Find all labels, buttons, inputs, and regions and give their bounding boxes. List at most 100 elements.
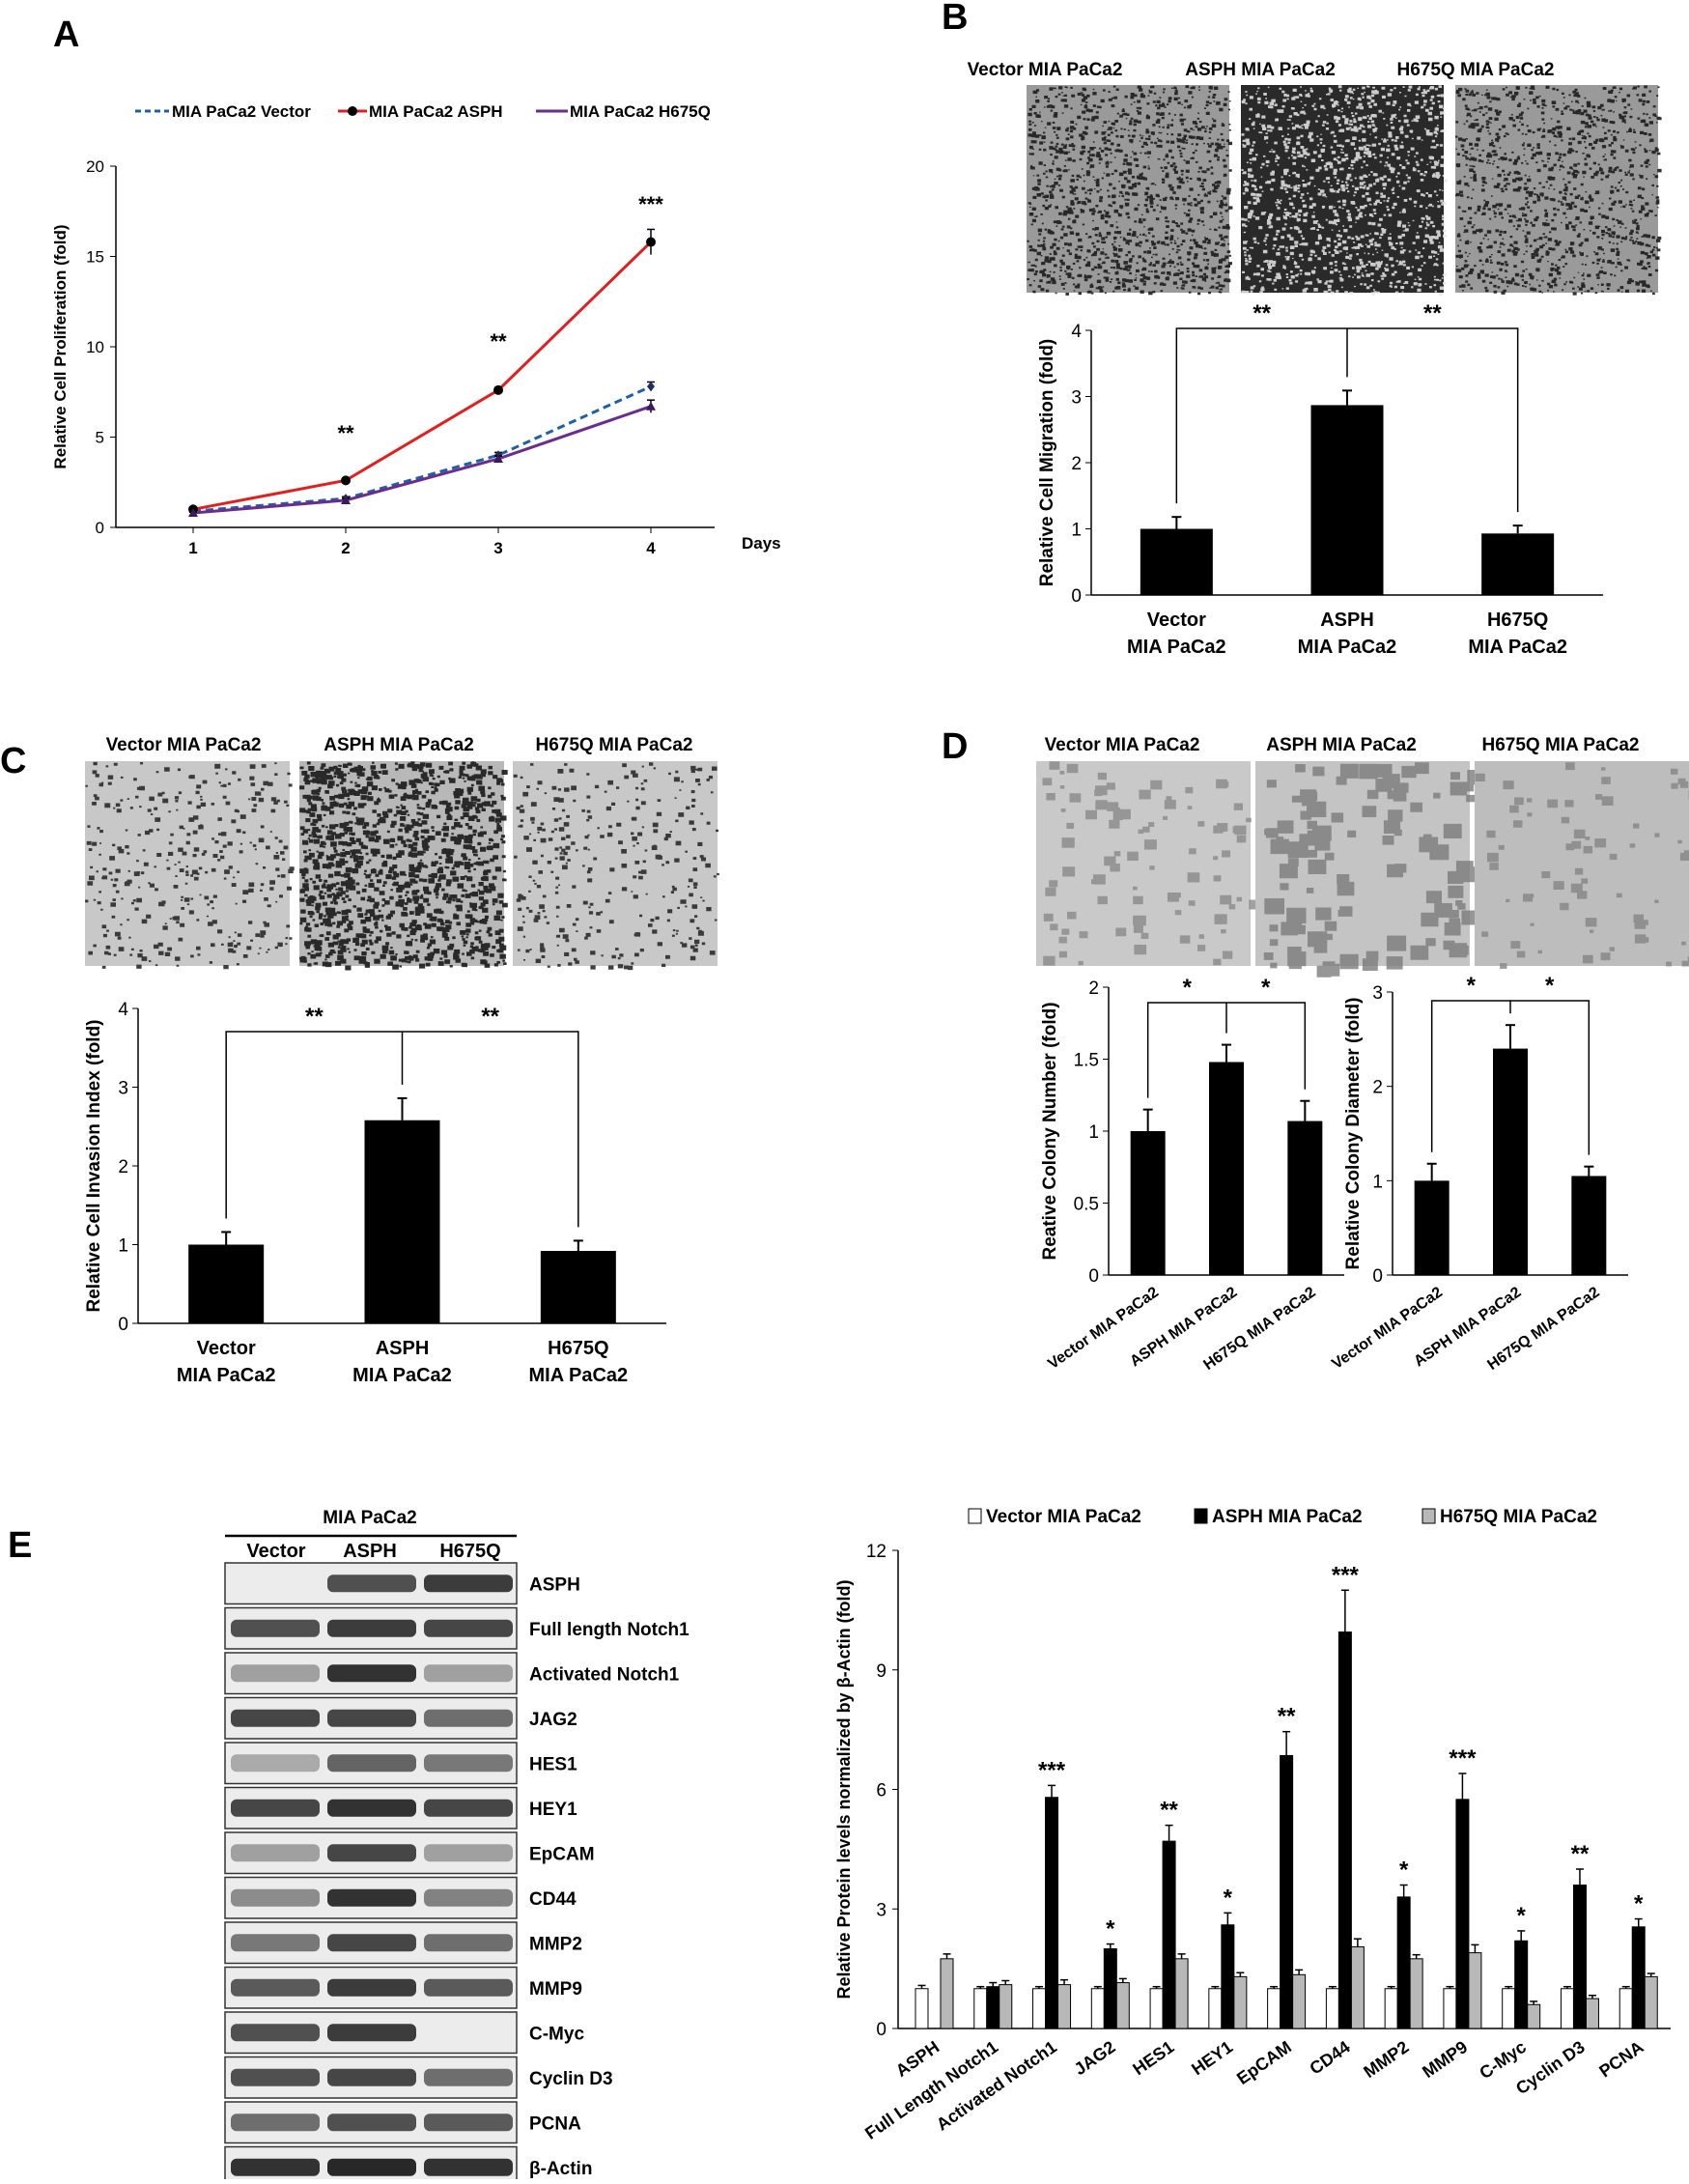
blot-band bbox=[327, 1574, 416, 1592]
blot-band bbox=[231, 1889, 320, 1907]
e-bar bbox=[915, 1989, 928, 2028]
a-x-tick-label: 4 bbox=[646, 539, 656, 557]
blot-band bbox=[327, 1710, 416, 1727]
a-y-tick-label: 0 bbox=[96, 519, 104, 537]
D2-significance: * bbox=[1467, 973, 1477, 999]
blot-lane-asph: ASPH bbox=[343, 1541, 397, 1562]
panel-d: Vector MIA PaCa2 ASPH MIA PaCa2 H675Q MI… bbox=[1036, 735, 1689, 1374]
e-bar bbox=[1268, 1989, 1281, 2028]
e-legend-swatch bbox=[1422, 1509, 1435, 1523]
e-bar bbox=[1573, 1886, 1586, 2029]
e-bar bbox=[1209, 1989, 1222, 2028]
B-y-tick-label: 3 bbox=[1071, 388, 1082, 409]
e-legend-label: Vector MIA PaCa2 bbox=[986, 1507, 1141, 1527]
e-bar bbox=[1586, 1999, 1598, 2028]
e-bar bbox=[1469, 1953, 1481, 2028]
C-category-label: Vector bbox=[197, 1338, 256, 1359]
e-y-tick-label: 3 bbox=[876, 1900, 887, 1920]
e-bar bbox=[1116, 1983, 1129, 2028]
e-bar bbox=[1222, 1925, 1234, 2028]
blot-row-label: ASPH bbox=[529, 1574, 580, 1595]
blot-band bbox=[424, 2113, 513, 2131]
blot-row-label: HEY1 bbox=[529, 1800, 577, 1820]
a-point bbox=[647, 382, 655, 391]
e-bar bbox=[974, 1989, 987, 2028]
e-bar bbox=[1456, 1800, 1469, 2028]
D2-y-axis-label: Relative Colony Diameter (fold) bbox=[1343, 998, 1364, 1270]
D1-y-tick-label: 0.5 bbox=[1074, 1195, 1099, 1215]
D2-y-tick-label: 0 bbox=[1372, 1266, 1383, 1287]
legend-vector-label: MIA PaCa2 Vector bbox=[172, 102, 311, 121]
e-bar bbox=[1293, 1974, 1306, 2028]
B-category-label: MIA PaCa2 bbox=[1127, 637, 1226, 658]
C-category-label: MIA PaCa2 bbox=[177, 1365, 276, 1386]
blot-band bbox=[424, 1754, 513, 1772]
blot-row-label: Cyclin D3 bbox=[529, 2069, 613, 2089]
legend-asph-label: MIA PaCa2 ASPH bbox=[369, 102, 503, 121]
e-category-label: CD44 bbox=[1307, 2037, 1354, 2079]
e-bar bbox=[999, 1985, 1012, 2028]
B-significance: ** bbox=[1423, 300, 1442, 326]
e-bar bbox=[1234, 1976, 1247, 2028]
e-bar bbox=[1410, 1959, 1422, 2028]
blot-row-label: β-Actin bbox=[529, 2159, 592, 2179]
legend-h675q-label: MIA PaCa2 H675Q bbox=[570, 102, 711, 121]
blot-lane-vector: Vector bbox=[246, 1541, 305, 1562]
e-significance: ** bbox=[1160, 1798, 1178, 1824]
legend-asph-marker bbox=[348, 106, 357, 116]
e-significance: * bbox=[1517, 1903, 1527, 1929]
a-point bbox=[646, 238, 656, 247]
e-bar bbox=[1528, 2004, 1540, 2028]
blot-band bbox=[231, 1979, 320, 1997]
e-category-label: JAG2 bbox=[1071, 2037, 1119, 2079]
e-bar bbox=[1351, 1946, 1364, 2028]
e-bar bbox=[1104, 1949, 1116, 2029]
panel-label-d: D bbox=[942, 726, 968, 767]
a-x-tick-label: 1 bbox=[188, 539, 197, 557]
panel-d-image-label-vector: Vector MIA PaCa2 bbox=[1045, 735, 1200, 755]
blot-band bbox=[327, 2159, 416, 2176]
blot-band bbox=[327, 2069, 416, 2086]
B-y-tick-label: 1 bbox=[1071, 521, 1082, 541]
B-bar bbox=[1311, 405, 1384, 595]
C-category-label: H675Q bbox=[548, 1338, 608, 1359]
e-category-label: MMP2 bbox=[1360, 2037, 1412, 2082]
e-bar bbox=[1397, 1897, 1410, 2028]
panel-label-c: C bbox=[0, 741, 26, 781]
blot-row-label: JAG2 bbox=[529, 1710, 577, 1730]
B-category-label: ASPH bbox=[1320, 610, 1374, 631]
blot-row-label: EpCAM bbox=[529, 1844, 595, 1864]
blot-band bbox=[231, 2024, 320, 2041]
blot-band bbox=[424, 2159, 513, 2176]
B-category-label: MIA PaCa2 bbox=[1298, 637, 1397, 658]
e-category-label: ASPH bbox=[892, 2037, 943, 2081]
C-significance: ** bbox=[305, 1004, 324, 1030]
e-category-label: HES1 bbox=[1129, 2037, 1177, 2079]
e-bar bbox=[1163, 1841, 1175, 2028]
a-x-tick-label: 2 bbox=[341, 539, 350, 557]
D1-y-axis-label: Reative Colony Number (fold) bbox=[1040, 1002, 1060, 1260]
e-y-tick-label: 12 bbox=[866, 1542, 887, 1562]
panel-c-image-label-asph: ASPH MIA PaCa2 bbox=[324, 735, 474, 755]
panel-b-image-label-asph: ASPH MIA PaCa2 bbox=[1185, 60, 1336, 80]
B-category-label: Vector bbox=[1147, 610, 1206, 631]
blot-band bbox=[424, 1800, 513, 1817]
panel-a-legend: MIA PaCa2 Vector MIA PaCa2 ASPH MIA PaCa… bbox=[135, 102, 711, 121]
blot-band bbox=[327, 2024, 416, 2041]
D1-y-tick-label: 1 bbox=[1088, 1122, 1099, 1143]
blot-band bbox=[327, 1979, 416, 1997]
a-significance: *** bbox=[638, 192, 663, 216]
e-legend-swatch bbox=[969, 1509, 981, 1523]
C-category-label: MIA PaCa2 bbox=[529, 1365, 629, 1386]
D1-bar bbox=[1287, 1121, 1322, 1275]
a-point bbox=[646, 402, 656, 411]
a-x-axis-label: Days bbox=[742, 534, 781, 553]
e-bar bbox=[1326, 1989, 1338, 2028]
e-y-tick-label: 0 bbox=[876, 2020, 887, 2040]
blot-row-label: HES1 bbox=[529, 1754, 577, 1774]
e-bar bbox=[1632, 1927, 1645, 2028]
D1-bar bbox=[1209, 1062, 1244, 1275]
blot-row-label: C-Myc bbox=[529, 2024, 584, 2044]
a-x-tick-label: 3 bbox=[493, 539, 502, 557]
